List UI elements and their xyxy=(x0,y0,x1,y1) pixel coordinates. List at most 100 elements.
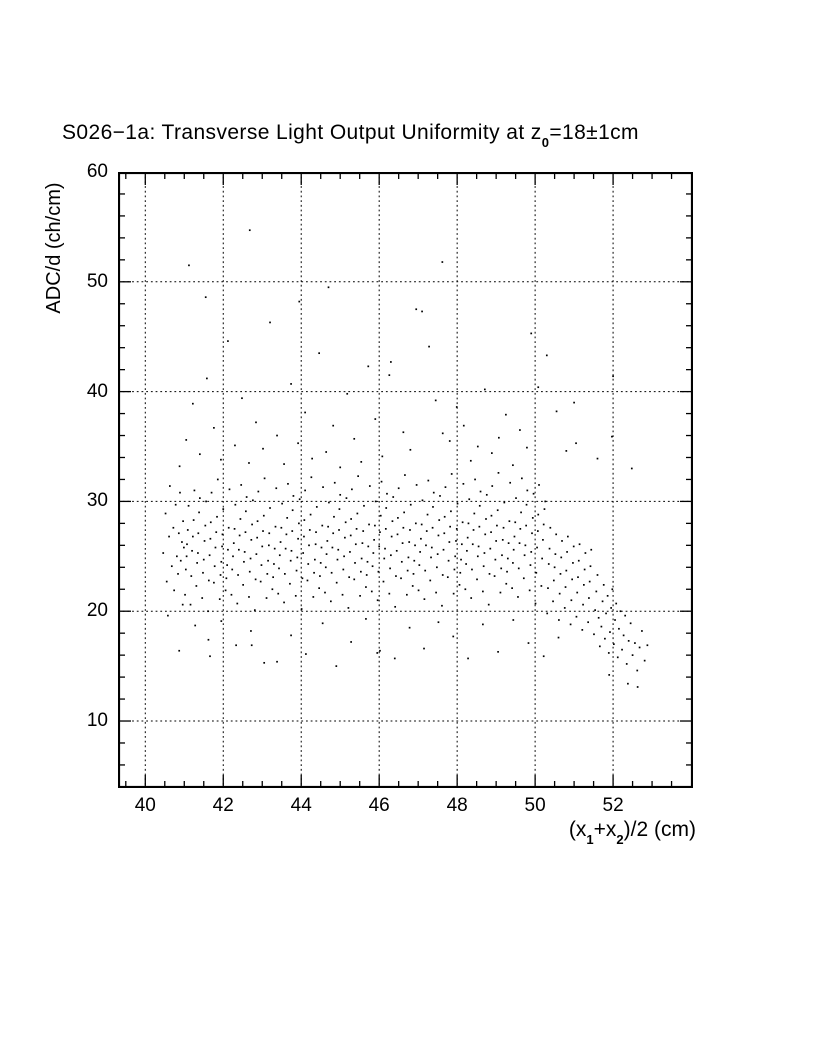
data-point xyxy=(310,476,313,479)
data-point xyxy=(197,532,200,535)
data-point xyxy=(512,562,514,564)
data-point xyxy=(560,556,563,559)
data-point xyxy=(429,579,432,582)
data-point xyxy=(525,503,528,506)
data-point xyxy=(455,406,458,408)
data-point xyxy=(569,623,572,626)
data-point xyxy=(365,586,367,588)
data-point xyxy=(561,540,563,542)
data-point xyxy=(621,648,623,651)
data-point xyxy=(207,579,210,582)
data-point xyxy=(576,591,579,594)
data-point xyxy=(453,568,456,571)
data-point xyxy=(627,682,629,685)
data-point xyxy=(275,487,278,490)
data-point xyxy=(290,549,293,552)
data-point xyxy=(276,434,278,437)
data-point xyxy=(376,599,379,602)
data-point xyxy=(248,229,251,232)
data-point xyxy=(601,600,604,603)
data-point xyxy=(376,652,379,654)
data-point xyxy=(408,541,411,543)
data-point xyxy=(467,522,470,525)
data-point xyxy=(597,616,600,619)
data-point xyxy=(296,556,299,559)
data-point xyxy=(331,546,334,549)
data-point xyxy=(540,585,543,587)
data-point xyxy=(254,578,257,581)
data-point xyxy=(162,552,165,554)
data-point xyxy=(406,569,409,572)
data-point xyxy=(611,588,614,591)
data-point xyxy=(643,659,646,662)
data-point xyxy=(213,581,215,584)
data-point xyxy=(243,551,246,553)
data-point xyxy=(472,529,475,531)
data-point xyxy=(252,499,254,502)
data-point xyxy=(441,574,444,576)
data-point xyxy=(226,564,228,566)
data-point xyxy=(571,578,573,581)
data-point xyxy=(240,484,243,486)
data-point xyxy=(565,450,568,452)
data-point xyxy=(199,453,201,456)
data-point xyxy=(344,521,347,524)
data-point xyxy=(302,552,305,554)
y-tick-label: 30 xyxy=(86,490,108,512)
data-point xyxy=(236,602,239,605)
x-axis-title: (x1+x2)/2 (cm) xyxy=(569,818,696,846)
data-point xyxy=(280,526,283,529)
data-point xyxy=(250,538,253,541)
data-point xyxy=(184,568,187,571)
data-point xyxy=(390,554,392,557)
data-point xyxy=(348,576,351,579)
data-point xyxy=(259,580,262,583)
data-point xyxy=(570,599,573,602)
data-point xyxy=(291,509,294,512)
data-point xyxy=(520,511,522,514)
data-point xyxy=(425,530,428,532)
data-point xyxy=(619,610,622,613)
data-point xyxy=(407,556,410,559)
data-point xyxy=(327,525,329,528)
data-point xyxy=(279,541,282,543)
data-point xyxy=(201,597,204,599)
data-point xyxy=(273,563,275,565)
data-point xyxy=(611,435,613,438)
data-point xyxy=(461,521,464,524)
data-point xyxy=(594,609,596,611)
data-point xyxy=(283,463,285,465)
data-point xyxy=(193,489,196,492)
data-point xyxy=(354,562,356,564)
data-point xyxy=(544,500,547,503)
data-point xyxy=(577,559,580,562)
title-suffix: =18±1cm xyxy=(549,121,639,144)
data-point xyxy=(497,472,500,474)
data-point xyxy=(462,424,465,427)
data-point xyxy=(183,546,185,549)
data-point xyxy=(638,646,641,649)
data-point xyxy=(185,555,188,558)
data-point xyxy=(225,577,228,580)
y-tick-label: 40 xyxy=(86,380,108,402)
data-point xyxy=(419,551,421,553)
data-point xyxy=(290,634,292,637)
data-point xyxy=(452,635,455,638)
data-point xyxy=(523,554,526,557)
data-point xyxy=(202,571,204,574)
data-point xyxy=(622,634,625,637)
data-point xyxy=(431,526,434,529)
data-point xyxy=(608,674,611,676)
data-point xyxy=(394,605,397,608)
data-point xyxy=(367,545,370,548)
data-point xyxy=(306,579,309,582)
data-point xyxy=(589,565,592,568)
data-point xyxy=(222,508,225,510)
data-point xyxy=(482,565,485,568)
data-point xyxy=(374,418,377,420)
data-point xyxy=(209,537,212,540)
data-point xyxy=(590,548,593,551)
data-point xyxy=(353,578,356,581)
data-point xyxy=(507,542,510,544)
